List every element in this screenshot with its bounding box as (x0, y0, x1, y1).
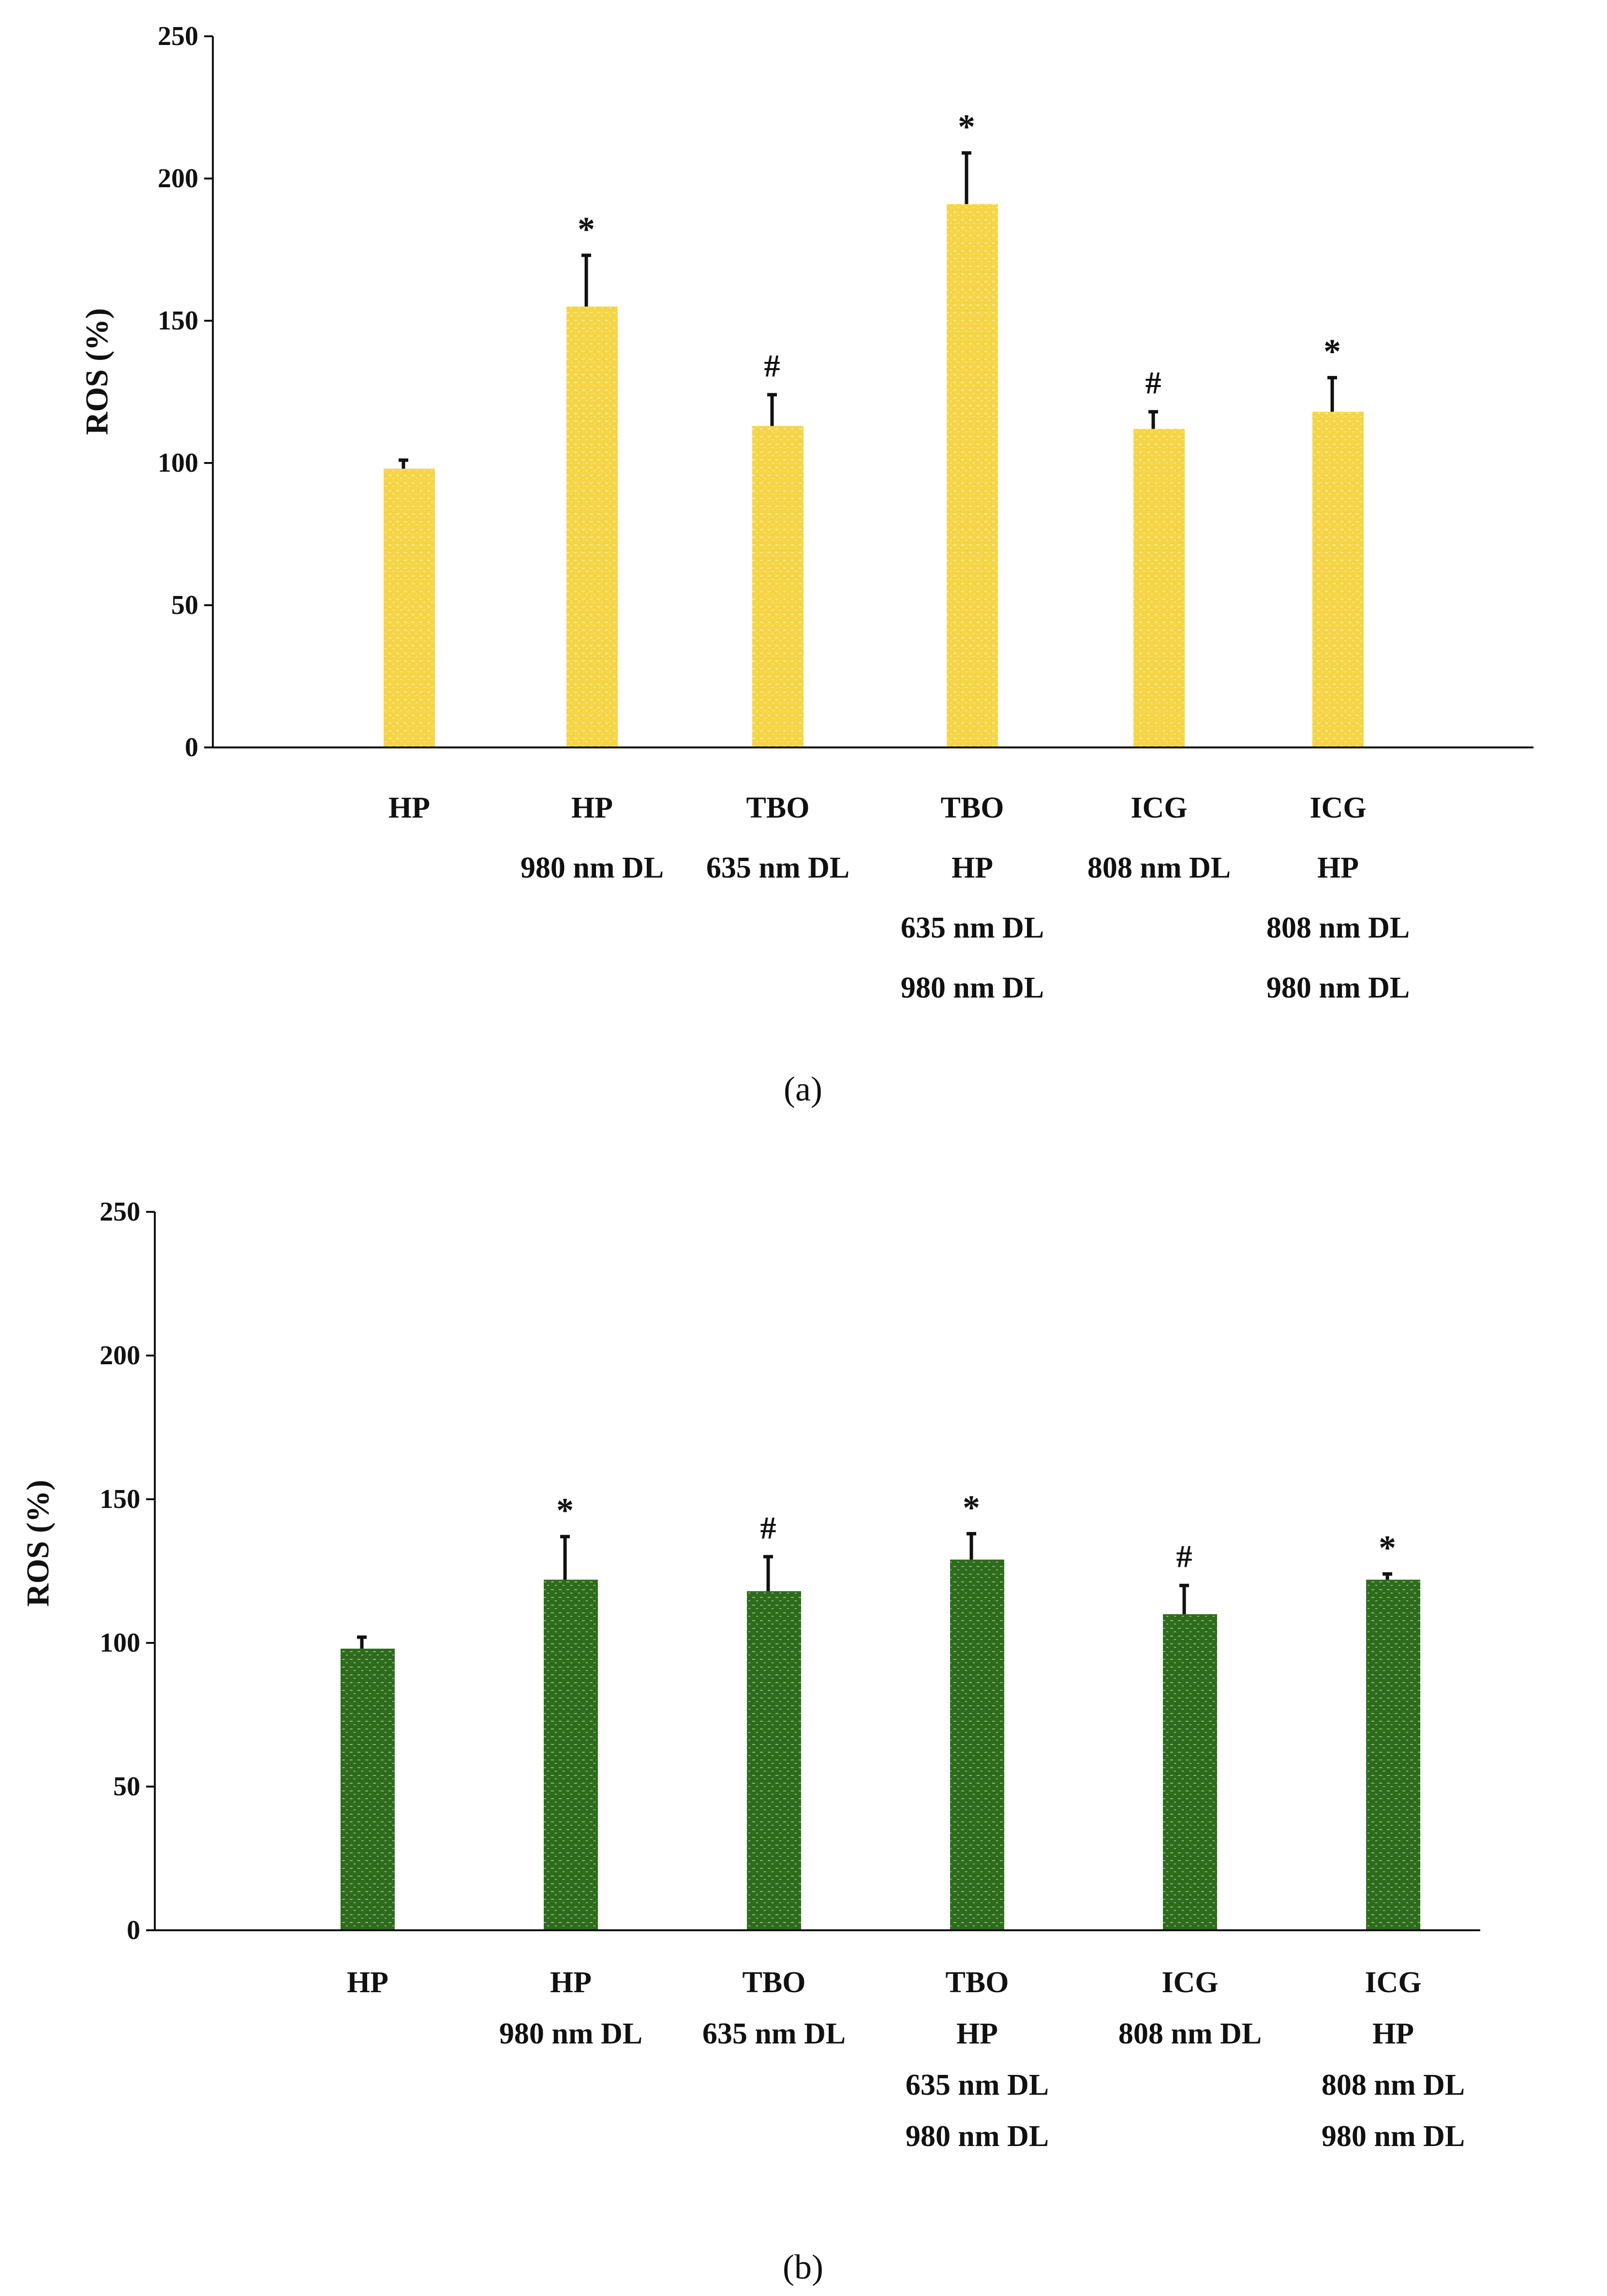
bar (747, 1591, 801, 1930)
bars: * # * # * (384, 107, 1364, 747)
y-tick-label: 150 (158, 306, 198, 336)
y-tick-label: 100 (100, 1628, 140, 1658)
bar (544, 1580, 598, 1930)
y-ticks: 0 50 100 150 200 250 (100, 1197, 155, 1945)
category-label: ICG (1131, 791, 1187, 824)
category-label: HP (347, 1966, 388, 1999)
bars: * # * # * (341, 1488, 1420, 1930)
significance-label: * (958, 107, 975, 146)
category-label: TBO (946, 1966, 1009, 1999)
y-tick-label: 50 (113, 1772, 140, 1802)
category-label: TBO (743, 1966, 806, 1999)
category-label: 635 nm DL (906, 2069, 1049, 2102)
bar (947, 204, 998, 747)
category-label: 980 nm DL (1266, 971, 1410, 1004)
panel-caption-b: (b) (783, 2248, 823, 2286)
category-label: HP (571, 791, 613, 824)
y-axis-label: ROS (%) (79, 308, 115, 435)
bar (341, 1648, 395, 1930)
significance-label: * (963, 1488, 980, 1527)
category-label: 808 nm DL (1087, 851, 1231, 884)
significance-label: # (760, 1510, 776, 1546)
category-label: 635 nm DL (901, 911, 1044, 944)
significance-label: * (1324, 332, 1341, 371)
category-label: HP (956, 2017, 998, 2050)
category-label: 980 nm DL (1322, 2120, 1465, 2153)
y-tick-label: 200 (100, 1341, 140, 1371)
category-label: HP (550, 1966, 592, 1999)
category-label: 980 nm DL (499, 2017, 642, 2050)
panel-caption-a: (a) (784, 1070, 822, 1108)
y-tick-label: 200 (158, 164, 198, 194)
category-label: 635 nm DL (702, 2017, 846, 2050)
category-label: ICG (1161, 1966, 1218, 1999)
bar (1312, 412, 1364, 747)
significance-label: # (1176, 1539, 1192, 1574)
category-label: HP (1372, 2017, 1414, 2050)
y-ticks: 0 50 100 150 200 250 (158, 21, 213, 762)
y-tick-label: 250 (100, 1197, 140, 1227)
significance-label: * (556, 1491, 574, 1530)
category-label: 808 nm DL (1266, 911, 1410, 944)
category-labels: HP HP 980 nm DL TBO 635 nm DL TBO HP 635 nm DL 9… (347, 1966, 1465, 2153)
category-label: HP (388, 791, 430, 824)
chart-panel-a: ROS (%) 0 50 100 150 200 250 * # * # * HP HP 980 nm… (79, 21, 1533, 1108)
category-labels: HP HP 980 nm DL TBO 635 nm DL TBO HP 635 nm DL 9… (388, 791, 1410, 1004)
y-tick-label: 0 (127, 1915, 140, 1945)
chart-panel-b: ROS (%) 0 50 100 150 200 250 * # * # * HP HP 980 nm… (20, 1197, 1480, 2286)
bar (384, 468, 435, 747)
category-label: 808 nm DL (1322, 2069, 1465, 2102)
category-label: 980 nm DL (521, 851, 664, 884)
bar (566, 306, 618, 747)
category-label: TBO (941, 791, 1004, 824)
significance-label: * (578, 210, 595, 249)
bar (1366, 1580, 1420, 1930)
significance-label: # (1146, 365, 1161, 401)
y-tick-label: 100 (158, 448, 198, 478)
category-label: HP (952, 851, 993, 884)
significance-label: # (764, 348, 780, 384)
y-axis-label: ROS (%) (20, 1480, 56, 1607)
significance-label: * (1379, 1528, 1396, 1567)
y-tick-label: 250 (158, 21, 198, 51)
category-label: ICG (1309, 791, 1366, 824)
category-label: HP (1317, 851, 1359, 884)
y-tick-label: 150 (100, 1484, 140, 1514)
bar (1163, 1614, 1217, 1930)
y-tick-label: 50 (171, 590, 198, 620)
category-label: 980 nm DL (901, 971, 1044, 1004)
bar (752, 426, 804, 747)
category-label: ICG (1365, 1966, 1421, 1999)
y-tick-label: 0 (185, 732, 198, 762)
category-label: TBO (746, 791, 810, 824)
bar (1133, 429, 1185, 747)
category-label: 635 nm DL (706, 851, 849, 884)
bar (950, 1559, 1004, 1930)
category-label: 980 nm DL (906, 2120, 1049, 2153)
category-label: 808 nm DL (1118, 2017, 1262, 2050)
